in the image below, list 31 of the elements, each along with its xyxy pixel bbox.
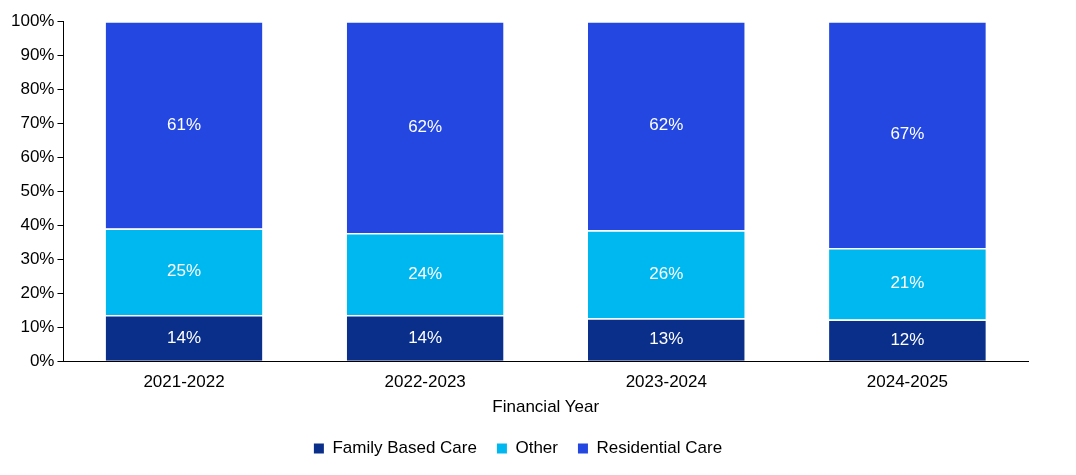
data-label: 67%	[890, 124, 925, 144]
x-tick-label: 2024-2025	[866, 372, 949, 392]
data-label: 21%	[890, 273, 925, 293]
y-tick-label: 40%	[20, 214, 55, 234]
data-label: 61%	[167, 114, 202, 134]
y-tick-label: 10%	[20, 316, 55, 336]
data-label: 24%	[408, 263, 443, 283]
y-tick-label: 50%	[20, 180, 55, 200]
y-tick-label: 30%	[20, 248, 55, 268]
x-tick-label: 2021-2022	[143, 372, 225, 392]
data-label: 12%	[890, 329, 925, 349]
y-tick-label: 0%	[29, 350, 55, 370]
x-tick-label: 2022-2023	[384, 372, 466, 392]
y-tick-label: 80%	[20, 78, 55, 98]
legend-label: Family Based Care	[332, 438, 477, 458]
x-axis-title: Financial Year	[492, 397, 600, 417]
x-tick-label: 2023-2024	[625, 372, 707, 392]
data-label: 26%	[649, 264, 684, 284]
data-label: 14%	[408, 327, 443, 347]
data-label: 62%	[649, 115, 684, 135]
data-label: 14%	[167, 327, 202, 347]
data-label: 13%	[649, 329, 684, 349]
data-label: 62%	[408, 116, 443, 136]
y-tick-label: 70%	[20, 112, 55, 132]
y-tick-label: 100%	[11, 10, 55, 30]
legend-label: Other	[515, 438, 559, 458]
data-label: 25%	[167, 261, 202, 281]
y-tick-label: 60%	[20, 146, 55, 166]
legend-label: Residential Care	[596, 438, 723, 458]
y-tick-label: 20%	[20, 282, 55, 302]
y-tick-label: 90%	[20, 44, 55, 64]
